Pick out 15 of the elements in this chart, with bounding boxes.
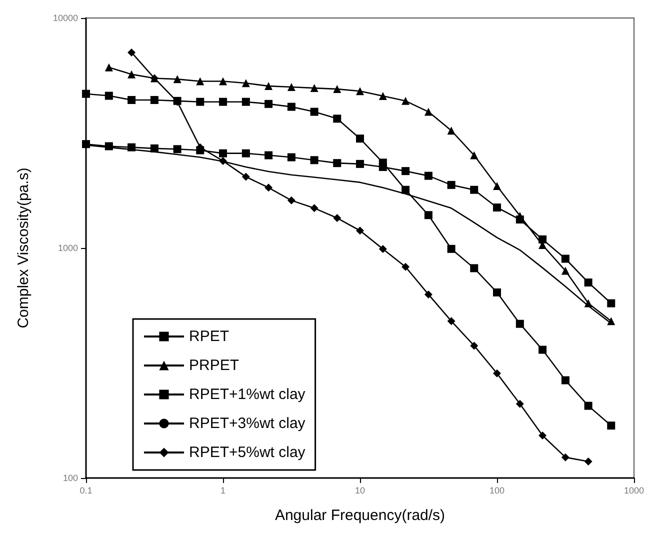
x-tick-label: 0.1 — [80, 486, 92, 496]
x-tick-label: 1 — [220, 486, 226, 496]
x-tick-label: 1000 — [624, 486, 644, 496]
x-tick-label: 100 — [489, 486, 505, 496]
x-axis-title: Angular Frequency(rad/s) — [274, 507, 446, 524]
y-tick-label: 100 — [62, 473, 78, 483]
y-tick-label: 10000 — [52, 13, 78, 23]
y-tick-label: 1000 — [58, 243, 78, 253]
y-axis-title: Complex Viscosity(pa.s) — [15, 168, 32, 328]
legend-label: RPET — [189, 328, 230, 345]
legend-label: RPET+5%wt clay — [189, 444, 306, 461]
legend-label: PRPET — [189, 357, 240, 374]
legend-label: RPET+1%wt clay — [189, 386, 306, 403]
legend-label: RPET+3%wt clay — [189, 415, 306, 432]
x-tick-label: 10 — [354, 486, 365, 496]
